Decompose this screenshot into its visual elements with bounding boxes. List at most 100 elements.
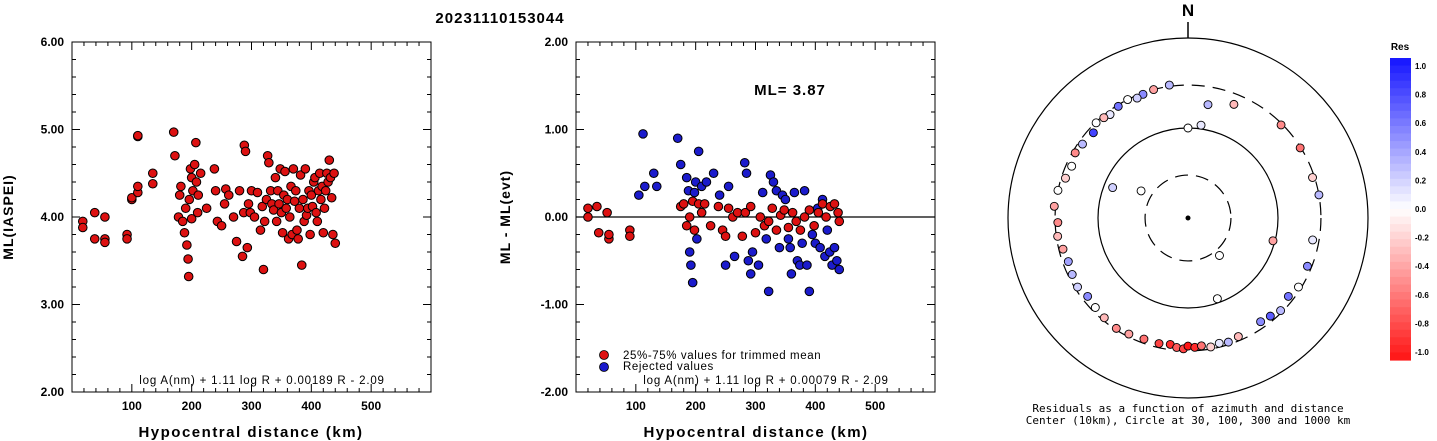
colorbar-cell	[1390, 322, 1411, 331]
colorbar-tick-label: 0.0	[1415, 205, 1427, 214]
station-point	[1113, 101, 1123, 111]
trimmed-point	[681, 220, 692, 231]
data-point	[228, 212, 239, 222]
colorbar-tick-labels: 1.0 0.8 0.6 0.4 0.2 0.0 -0.2 -0.4 -0.6 -0.8 -1.0	[1415, 62, 1429, 357]
panel-residual-vs-distance: 100 200 300 400 500 -2.00 -1.00 0.00 1.00 2.00 ML…	[497, 35, 936, 441]
data-point	[329, 168, 339, 179]
data-point	[258, 264, 269, 275]
station-point	[1063, 257, 1073, 267]
colorbar-cell	[1390, 216, 1411, 225]
data-point	[252, 187, 263, 198]
station-point	[1276, 306, 1286, 316]
colorbar-cell	[1390, 284, 1411, 293]
trimmed-point	[593, 227, 604, 238]
polar-caption-line2: Center (10km), Circle at 30, 100, 300 an…	[1026, 414, 1351, 427]
colorbar-cell	[1390, 163, 1411, 172]
data-point	[288, 164, 299, 174]
colorbar-cell	[1390, 73, 1411, 82]
colorbar-cell	[1390, 118, 1411, 127]
station-point	[1083, 291, 1093, 301]
colorbar-cell	[1390, 201, 1411, 210]
station-point	[1308, 235, 1318, 245]
data-point	[330, 238, 341, 249]
x-tick-label: 400	[301, 399, 321, 413]
station-point	[1099, 313, 1109, 323]
colorbar-cell	[1390, 141, 1411, 150]
data-point	[186, 213, 197, 224]
data-point	[168, 127, 179, 137]
polar-caption-line1: Residuals as a function of azimuth and d…	[1032, 402, 1343, 415]
colorbar-cell	[1390, 133, 1411, 142]
trimmed-point	[592, 201, 602, 212]
colorbar-cell	[1390, 344, 1411, 354]
x-axis-label-1: Hypocentral distance (km)	[138, 424, 363, 441]
colorbar-cell	[1390, 178, 1411, 187]
data-point	[293, 234, 303, 244]
y-tick-label: 1.00	[545, 123, 569, 137]
trimmed-point	[834, 216, 845, 227]
colorbar-cell	[1390, 329, 1411, 338]
trimmed-point	[809, 220, 819, 231]
station-point	[1088, 128, 1098, 138]
x-tick-label: 100	[626, 399, 646, 413]
legend: 25%-75% values for trimmed mean Rejected…	[599, 350, 821, 373]
data-points-2	[583, 129, 845, 297]
legend-label-rejected: Rejected values	[623, 361, 714, 373]
rejected-point	[689, 187, 700, 198]
data-point	[294, 203, 305, 214]
rejected-point	[815, 242, 825, 253]
y-axis-label-2: ML - ML(evt)	[497, 170, 513, 264]
colorbar-tick-label: -0.2	[1415, 234, 1429, 243]
colorbar-cell	[1390, 209, 1411, 218]
colorbar-cell	[1390, 193, 1411, 203]
colorbar-cell	[1390, 186, 1411, 195]
station-point	[1283, 291, 1293, 301]
trimmed-point	[829, 199, 840, 209]
data-point	[89, 207, 100, 218]
station-point	[1053, 185, 1063, 195]
rejected-point	[714, 190, 725, 200]
colorbar-tick-label: -1.0	[1415, 348, 1429, 357]
data-point	[183, 271, 194, 282]
event-id-title: 20231110153044	[435, 10, 564, 27]
data-point	[318, 227, 329, 238]
data-point	[242, 242, 253, 253]
rejected-point	[708, 168, 719, 179]
ring-300km	[1054, 84, 1322, 352]
trimmed-point	[684, 212, 695, 222]
rejected-point	[739, 157, 750, 168]
data-point	[191, 137, 201, 148]
colorbar-cell	[1390, 292, 1411, 301]
ring-30km	[1144, 174, 1232, 262]
rejected-point	[802, 260, 812, 270]
rejected-point	[701, 177, 712, 187]
colorbar-cell	[1390, 80, 1411, 89]
data-point	[280, 166, 290, 177]
data-point	[177, 216, 188, 227]
rejected-point	[774, 242, 785, 253]
station-point	[1108, 183, 1118, 193]
data-point	[179, 227, 190, 238]
x-tick-label: 500	[865, 399, 885, 413]
trimmed-point	[678, 199, 689, 209]
station-point	[1295, 143, 1305, 153]
colorbar-cell	[1390, 276, 1411, 286]
trimmed-point	[787, 207, 798, 218]
trimmed-point	[813, 207, 824, 218]
trimmed-point	[821, 212, 831, 222]
rejected-point	[729, 251, 740, 262]
data-point	[237, 251, 248, 262]
colorbar: Res 1.0 0.8 0.6 0.4 0.2 0.0 -0.2 -0.4 -0.6 -0.8 -1…	[1390, 42, 1429, 361]
rejected-point	[789, 187, 800, 198]
rejected-point	[757, 187, 768, 198]
x-tick-label: 500	[361, 399, 381, 413]
colorbar-cell	[1390, 246, 1411, 255]
x-tick-label: 200	[182, 399, 202, 413]
trimmed-point	[583, 212, 593, 222]
station-point	[1154, 339, 1164, 348]
data-point	[234, 185, 245, 196]
trimmed-point	[750, 227, 761, 238]
data-point	[274, 199, 284, 209]
colorbar-cell	[1390, 103, 1411, 112]
